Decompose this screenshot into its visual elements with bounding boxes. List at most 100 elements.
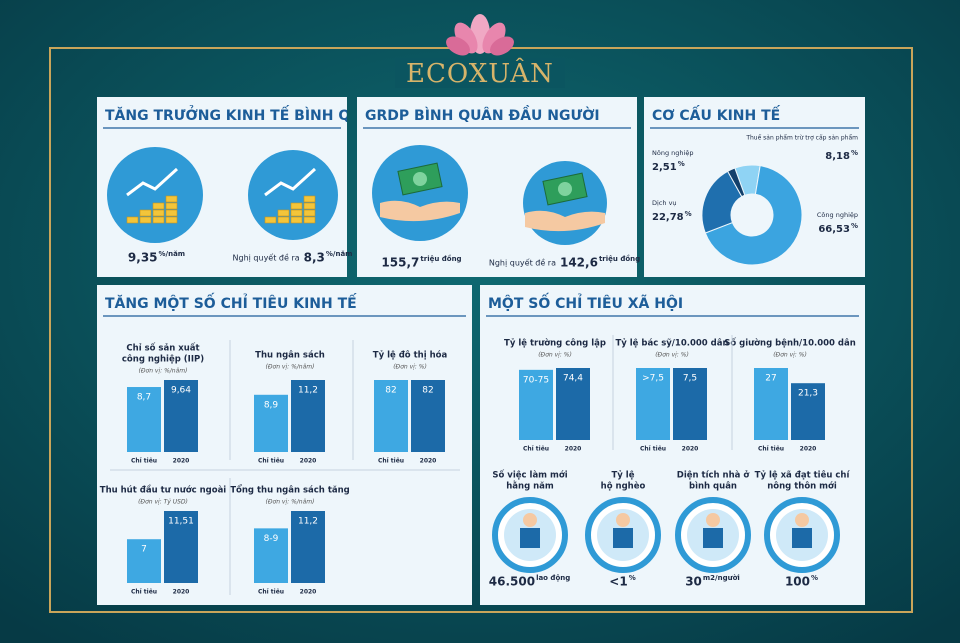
- category-label: Chỉ tiêu: [758, 446, 784, 453]
- slice-unit: %: [851, 222, 858, 230]
- chart-title: Số giường bệnh/10.000 dân: [724, 338, 856, 349]
- bar: [127, 387, 161, 452]
- bar-label: 70-75: [523, 375, 549, 385]
- coin: [303, 202, 316, 210]
- bar-label: >7,5: [642, 374, 664, 384]
- coin: [165, 216, 178, 224]
- icon-circle: [372, 145, 468, 241]
- stat-title: hằng năm: [506, 481, 554, 492]
- slice-value: 66,53: [818, 224, 850, 235]
- coin: [165, 209, 178, 217]
- chart-title: công nghiệp (IIP): [122, 354, 204, 365]
- chart-title: Thu hút đầu tư nước ngoài: [100, 485, 227, 496]
- pie-slice: [727, 167, 746, 198]
- bar: [673, 368, 707, 440]
- icon-circle: [523, 161, 607, 245]
- pie-slice: [704, 165, 803, 266]
- category-label: 2020: [800, 446, 817, 453]
- slice-unit: %: [851, 149, 858, 157]
- panel-title: TĂNG TRƯỞNG KINH TẾ BÌNH QUÂN GIAI ĐO: [105, 105, 450, 124]
- prefix: Nghị quyết đề ra: [489, 258, 556, 269]
- slice-value: 8,18: [825, 151, 850, 162]
- category-label: 2020: [173, 458, 190, 465]
- stat-title: Tỷ lệ xã đạt tiêu chí: [755, 470, 851, 481]
- coin-mark: [413, 172, 427, 186]
- coin: [277, 216, 290, 224]
- value: 9,35: [128, 251, 158, 265]
- category-label: Chỉ tiêu: [131, 589, 157, 596]
- bar-label: 8,9: [264, 400, 279, 410]
- brand: ECOXUÂN: [406, 57, 554, 89]
- category-label: Chỉ tiêu: [523, 446, 549, 453]
- stat-figure: [792, 528, 812, 548]
- stat-head: [523, 513, 537, 527]
- coin: [290, 202, 303, 210]
- chart-title: Tỷ lệ đô thị hóa: [373, 350, 448, 361]
- unit-note: (Đơn vị: %): [655, 352, 689, 359]
- category-label: 2020: [420, 458, 437, 465]
- slice-name: Nông nghiệp: [652, 149, 693, 157]
- icon-circle: [248, 150, 338, 240]
- value: 100: [785, 575, 810, 589]
- bar-label: 8-9: [264, 534, 279, 544]
- unit-note: (Đơn vị: Tỷ USD): [138, 499, 188, 506]
- unit-note: (Đơn vị: %): [538, 352, 572, 359]
- coin: [303, 195, 316, 203]
- slice-unit: %: [678, 160, 685, 168]
- bar-label: 82: [422, 386, 433, 396]
- coin: [303, 216, 316, 224]
- stat-head: [616, 513, 630, 527]
- slice-value: 22,78: [652, 212, 684, 223]
- coin: [264, 216, 277, 224]
- coin: [165, 195, 178, 203]
- category-label: Chỉ tiêu: [258, 589, 284, 596]
- stat-title: hộ nghèo: [601, 481, 646, 492]
- stat-head: [795, 513, 809, 527]
- coin: [139, 209, 152, 217]
- unit: %/năm: [159, 250, 186, 258]
- stat-title: Diện tích nhà ở: [677, 470, 751, 481]
- category-label: Chỉ tiêu: [640, 446, 666, 453]
- stat-title: Tỷ lệ: [612, 470, 635, 481]
- chart-title: Tỷ lệ trường công lập: [504, 338, 606, 349]
- stat-head: [706, 513, 720, 527]
- pie-slice: [701, 170, 743, 234]
- bar: [254, 394, 288, 452]
- slice-unit: %: [685, 210, 692, 218]
- stat-figure: [613, 528, 633, 548]
- coin: [303, 209, 316, 217]
- unit-note: (Đơn vị: %/năm): [139, 368, 188, 375]
- value: 46.500: [489, 575, 535, 589]
- unit-note: (Đơn vị: %/năm): [266, 364, 315, 371]
- unit-note: (Đơn vị: %/năm): [266, 499, 315, 506]
- chart-title: Tỷ lệ bác sỹ/10.000 dân: [615, 338, 728, 349]
- chart-title: Thu ngân sách: [255, 351, 325, 361]
- bar: [254, 528, 288, 583]
- bar: [374, 380, 408, 452]
- category-label: 2020: [173, 589, 190, 596]
- panel-title: CƠ CẤU KINH TẾ: [652, 104, 781, 124]
- category-label: Chỉ tiêu: [378, 458, 404, 465]
- unit-note: (Đơn vị: %): [393, 364, 427, 371]
- coin: [290, 209, 303, 217]
- coin: [126, 216, 139, 224]
- bar-label: 9,64: [171, 386, 191, 396]
- value: 142,6: [560, 256, 598, 270]
- value: 155,7: [381, 256, 419, 270]
- bar-label: 27: [765, 374, 776, 384]
- panel-title: MỘT SỐ CHỈ TIÊU XÃ HỘI: [488, 292, 683, 312]
- bar: [754, 368, 788, 440]
- unit: %: [811, 574, 818, 582]
- slice-value: 2,51: [652, 162, 677, 173]
- bar: [556, 368, 590, 440]
- logo-back: [395, 58, 565, 88]
- coin: [165, 202, 178, 210]
- bar: [636, 368, 670, 440]
- coin: [152, 216, 165, 224]
- bar: [519, 369, 553, 440]
- panel-title: GRDP BÌNH QUÂN ĐẦU NGƯỜI: [365, 105, 600, 124]
- stat-title: Số việc làm mới: [492, 470, 567, 481]
- bar-label: 11,51: [168, 517, 194, 527]
- bar: [127, 539, 161, 583]
